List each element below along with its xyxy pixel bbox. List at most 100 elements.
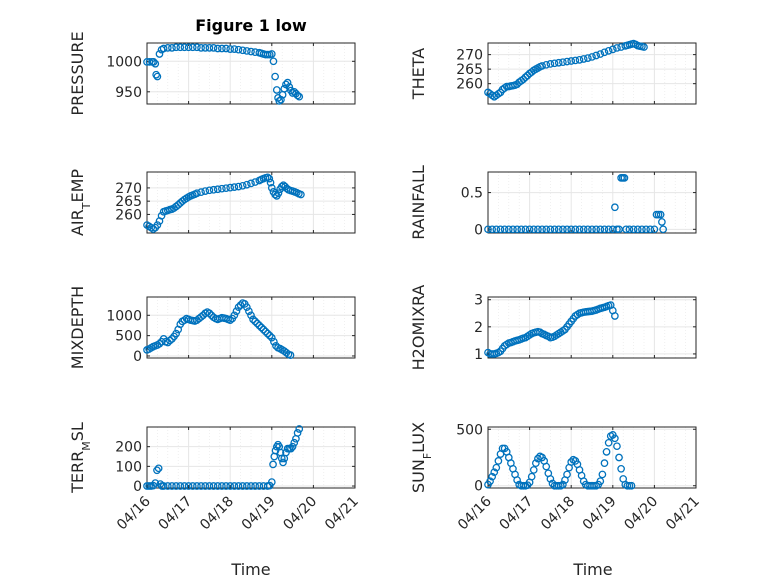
data-point [251,178,260,186]
data-point [550,59,559,68]
data-point [176,482,185,490]
data-point [269,57,278,66]
data-point [218,184,226,193]
data-point [172,329,180,338]
y-axis-label: RAINFALL [409,165,428,240]
data-point [153,72,162,81]
data-point [226,482,235,490]
data-point [234,482,243,490]
data-point [218,44,226,53]
axis-box [146,296,356,359]
data-point [180,43,189,52]
data-point [611,434,619,443]
y-tick-label: 0 [474,222,483,238]
axis-box [487,42,697,105]
data-point [242,47,251,55]
data-point [205,482,214,490]
data-point [280,84,289,93]
data-point [251,317,260,326]
subplot-h2omixra: 1 2 3 H2OMIXRA [409,285,697,370]
data-point [488,472,497,481]
data-point [579,55,588,63]
data-point [274,189,283,198]
data-point [519,75,528,84]
y-axis-label: AIRTEMP [68,169,93,236]
data-point [209,44,218,52]
y-tick-label: 200 [115,440,142,456]
y-tick-label: 0.5 [461,186,483,202]
data-point [153,466,161,475]
data-point [583,225,592,234]
data-point [608,45,617,54]
data-point [613,442,621,451]
data-point [267,50,276,58]
data-point [600,48,609,57]
data-point [238,482,247,490]
data-point [230,311,239,320]
data-point [172,43,180,52]
data-point [271,72,279,81]
data-point [267,478,276,486]
data-point [642,225,650,234]
data-point [659,225,667,234]
data-point [492,225,501,234]
y-tick-label: 265 [115,194,142,210]
data-point [513,225,521,234]
data-point [293,91,302,100]
data-point [496,225,505,234]
y-tick-label: 1000 [106,54,142,70]
data-point [596,477,605,486]
data-point [575,225,584,234]
x-axis-label-right: Time [572,560,612,579]
y-tick-label: 950 [115,85,142,101]
data-point [283,78,292,87]
data-point [242,482,251,490]
data-point [596,50,605,58]
data-point [529,466,538,474]
data-point [550,225,559,234]
data-point [159,482,168,490]
data-point [293,429,302,437]
data-point [151,59,160,68]
data-point [238,181,247,190]
data-point [209,185,218,194]
data-point [245,307,253,316]
data-point [627,481,636,490]
data-point [285,83,294,91]
x-axis-label-left: Time [230,560,270,579]
y-axis-label: MIXDEPTH [68,286,87,369]
data-point [205,309,214,318]
data-point [180,482,189,490]
data-point [615,453,623,462]
data-point [172,482,180,490]
data-point [567,57,576,65]
data-point [656,210,665,219]
data-point [546,225,555,234]
data-point [251,482,260,490]
axis-box [487,296,697,359]
data-point [527,472,536,481]
data-point [267,333,276,342]
data-point [277,454,286,463]
data-point [163,44,172,52]
data-point [168,482,176,490]
data-point [222,482,230,490]
data-point [234,182,243,191]
data-point [588,53,596,61]
data-point [559,225,567,234]
data-point [596,225,605,234]
data-point [521,73,530,82]
data-point [257,323,266,332]
data-point [554,58,563,67]
y-tick-label: 260 [115,207,142,223]
data-point [193,189,201,198]
data-point [193,482,201,490]
data-point [604,225,613,234]
axis-box [146,42,356,105]
data-point [222,184,230,193]
data-point [234,303,243,312]
data-point [184,43,193,52]
data-point [263,329,272,338]
data-point [559,480,567,489]
data-point [213,44,222,53]
